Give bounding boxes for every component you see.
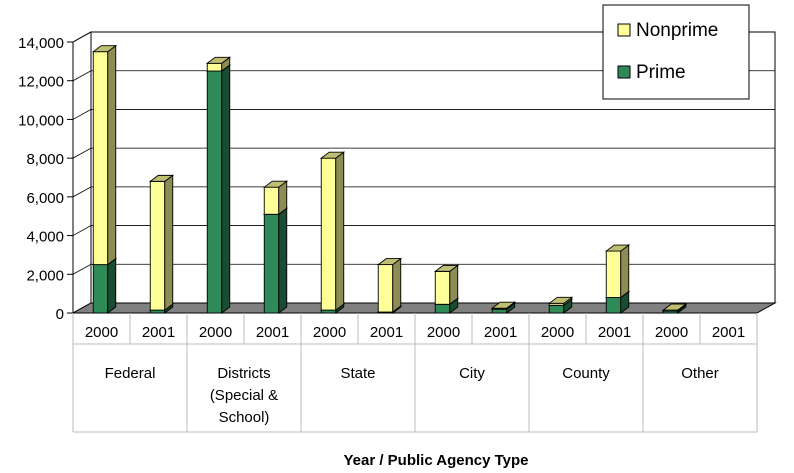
bar-nonprime-front — [320, 157, 337, 311]
bar-nonprime-top — [547, 296, 574, 304]
y-tick-label: 12,000 — [18, 74, 64, 91]
bar-nonprime-side — [449, 264, 459, 306]
legend-label-nonprime: Nonprime — [636, 20, 718, 41]
x-tick-group: Federal — [105, 365, 156, 382]
bar-nonprime-side — [392, 257, 402, 313]
x-tick-year: 2000 — [541, 324, 574, 341]
bar-nonprime-front — [377, 264, 394, 313]
bar-nonprime-front — [149, 180, 166, 311]
legend-swatch-nonprime — [617, 23, 631, 37]
x-tick-year: 2001 — [712, 324, 745, 341]
bar-nonprime-front — [263, 186, 280, 215]
x-tick-year: 2001 — [256, 324, 289, 341]
bar-nonprime-top — [376, 258, 403, 266]
bar-nonprime-top — [205, 56, 232, 64]
y-axis: 0 2,000 4,000 6,000 8,000 10,000 12,000 14,000 — [18, 35, 74, 323]
bar-prime-front — [206, 70, 223, 314]
bar-nonprime-side — [620, 244, 630, 299]
bar-nonprime-top — [490, 301, 517, 309]
side-wall — [72, 31, 92, 314]
x-tick-group: State — [340, 365, 375, 382]
gridline — [72, 263, 775, 275]
bar-prime-front — [491, 308, 508, 314]
bar-nonprime-top — [91, 45, 118, 53]
x-tick-year: 2000 — [313, 324, 346, 341]
x-tick-year: 2001 — [484, 324, 517, 341]
x-axis-title: Year / Public Agency Type — [343, 452, 528, 468]
bar-prime-front — [92, 264, 109, 314]
y-tick-label: 10,000 — [18, 112, 64, 129]
bar-nonprime-side — [107, 44, 117, 266]
bar-prime-front — [434, 303, 451, 314]
x-tick-group: Districts — [217, 365, 270, 382]
gridline — [72, 31, 775, 43]
x-tick-year: 2001 — [598, 324, 631, 341]
bars — [91, 44, 688, 314]
bar-nonprime-top — [148, 174, 175, 182]
x-tick-year: 2000 — [199, 324, 232, 341]
x-tick-year: 2000 — [85, 324, 118, 341]
x-tick-group: City — [459, 365, 485, 382]
bar-nonprime-top — [604, 244, 631, 252]
gridline — [72, 109, 775, 120]
bar-prime-front — [548, 304, 565, 314]
legend: Nonprime Prime — [602, 4, 750, 100]
gridline — [72, 147, 775, 159]
y-tick-label: 14,000 — [18, 35, 64, 52]
bar-nonprime-top — [433, 264, 460, 272]
bar-prime-side — [107, 257, 117, 314]
bar-nonprime-side — [335, 151, 345, 311]
gridline — [72, 70, 775, 82]
legend-swatch-prime — [617, 65, 631, 79]
legend-box — [602, 4, 750, 100]
y-tick-label: 2,000 — [26, 267, 64, 284]
bar-prime-front — [605, 297, 622, 314]
bar-nonprime-top — [319, 151, 346, 159]
x-tick-year: 2001 — [370, 324, 403, 341]
x-tick-year: 2000 — [427, 324, 460, 341]
gridline — [72, 225, 775, 236]
y-tick-label: 6,000 — [26, 190, 64, 207]
x-tick-group: (Special & — [210, 387, 278, 404]
legend-label-prime: Prime — [636, 62, 686, 83]
bar-nonprime-front — [206, 62, 223, 72]
bar-nonprime-top — [262, 180, 289, 188]
bar-prime-side — [278, 207, 288, 314]
bar-nonprime-top — [661, 303, 688, 311]
bar-nonprime-front — [605, 250, 622, 298]
x-tick-year: 2000 — [655, 324, 688, 341]
y-tick-label: 0 — [56, 306, 64, 323]
bar-prime-front — [263, 213, 280, 314]
gridline — [72, 186, 775, 198]
x-tick-group: County — [562, 365, 610, 382]
x-axis: 2000 2001 Federal 2000 2001 Districts (Special… — [72, 313, 758, 433]
bar-nonprime-front — [434, 270, 451, 305]
y-tick-label: 4,000 — [26, 229, 64, 246]
x-tick-year: 2001 — [142, 324, 175, 341]
bar-nonprime-front — [92, 51, 109, 266]
y-tick-label: 8,000 — [26, 151, 64, 168]
bar-nonprime-side — [164, 174, 174, 311]
bar-prime-side — [221, 64, 231, 314]
x-tick-group: School) — [219, 409, 270, 426]
x-tick-group: Other — [681, 365, 719, 382]
